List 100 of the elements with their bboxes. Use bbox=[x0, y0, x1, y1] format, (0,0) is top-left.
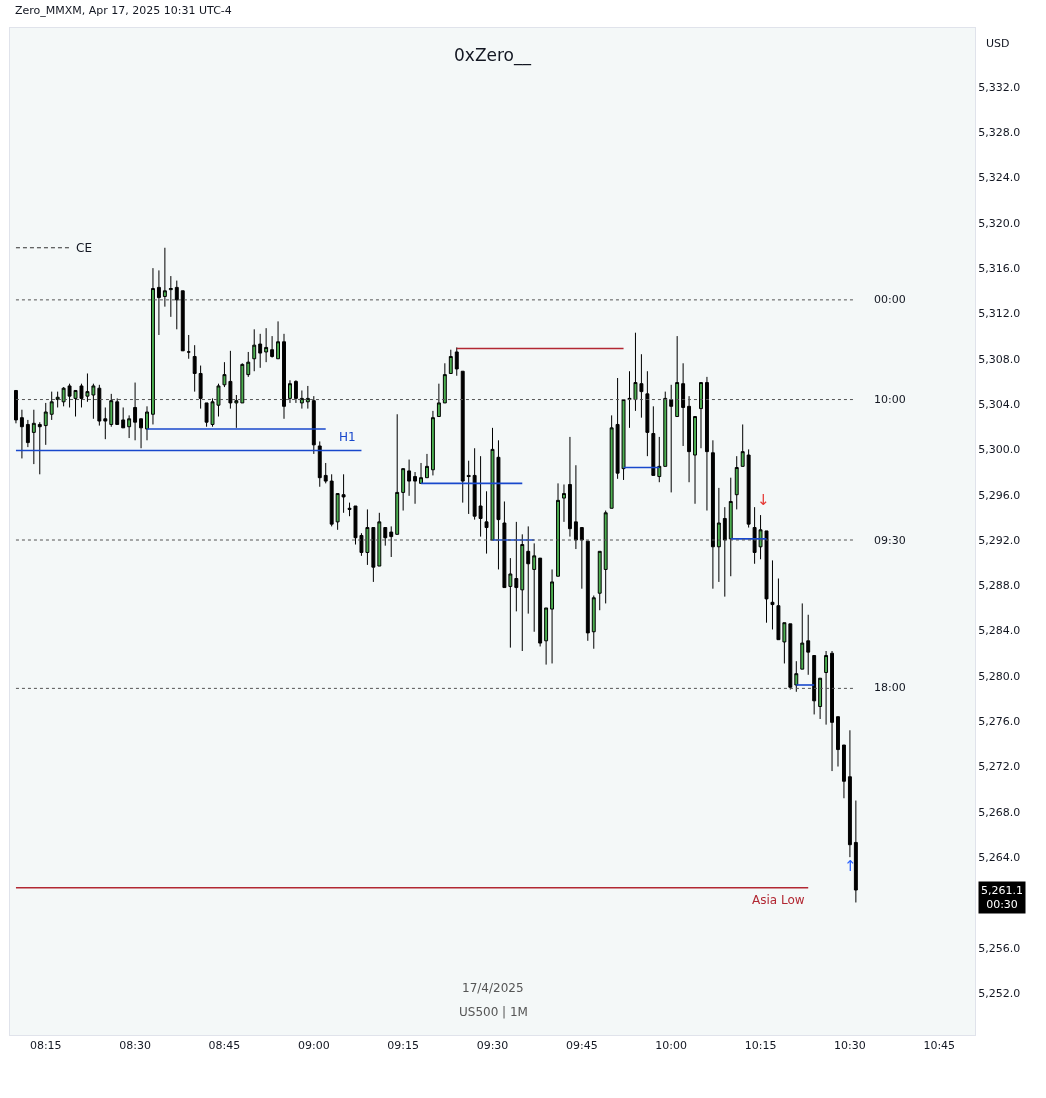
candlestick bbox=[454, 346, 459, 377]
candlestick bbox=[448, 349, 453, 374]
candlestick bbox=[770, 559, 775, 630]
candlestick bbox=[43, 402, 48, 446]
candlestick bbox=[109, 393, 114, 428]
x-tick-label: 09:00 bbox=[297, 1039, 330, 1053]
candlestick bbox=[841, 744, 846, 799]
y-tick-label: 5,268.0 bbox=[978, 805, 1021, 819]
candlestick bbox=[198, 365, 203, 410]
y-tick-label: 5,320.0 bbox=[978, 216, 1021, 230]
candlestick bbox=[693, 416, 697, 505]
x-tick-label: 08:45 bbox=[208, 1039, 241, 1053]
annotation: Asia Low bbox=[752, 893, 805, 907]
candlestick bbox=[699, 382, 703, 449]
y-tick-label: 5,312.0 bbox=[978, 307, 1021, 321]
candlestick bbox=[818, 677, 823, 720]
candlestick bbox=[151, 267, 155, 425]
candlestick bbox=[562, 483, 566, 523]
candlestick bbox=[436, 383, 441, 418]
candlestick bbox=[282, 333, 286, 420]
candlestick bbox=[544, 607, 549, 666]
y-tick-label: 5,300.0 bbox=[978, 443, 1021, 457]
candlestick bbox=[645, 370, 650, 457]
candlestick bbox=[174, 280, 179, 330]
candlestick bbox=[329, 473, 334, 527]
y-tick-label: 5,304.0 bbox=[978, 397, 1021, 411]
candlestick bbox=[293, 379, 298, 404]
annotation: H1 bbox=[339, 430, 356, 444]
x-tick-label: 08:30 bbox=[119, 1039, 151, 1053]
candlestick bbox=[288, 379, 292, 404]
candlestick bbox=[389, 525, 394, 558]
candlestick bbox=[526, 525, 531, 615]
candlestick bbox=[145, 405, 149, 441]
candlestick bbox=[395, 413, 400, 535]
candlestick bbox=[603, 510, 608, 604]
candlestick bbox=[740, 423, 745, 467]
x-tick-label: 10:45 bbox=[923, 1039, 956, 1053]
y-tick-label: 5,288.0 bbox=[978, 579, 1021, 593]
y-tick-label: 5,328.0 bbox=[978, 126, 1021, 140]
y-tick-label: 5,316.0 bbox=[978, 261, 1021, 275]
candlestick bbox=[746, 448, 751, 529]
candlestick bbox=[520, 533, 525, 652]
candlestick bbox=[14, 389, 18, 424]
candlestick bbox=[663, 391, 668, 467]
annotation: 10:00 bbox=[874, 393, 906, 406]
candlestick bbox=[323, 462, 328, 484]
candlestick bbox=[377, 512, 382, 567]
candlestick bbox=[37, 421, 42, 475]
candlestick bbox=[830, 650, 834, 772]
candlestick bbox=[25, 419, 30, 448]
candlestick bbox=[311, 395, 316, 455]
candlestick bbox=[853, 800, 858, 903]
candlestick bbox=[824, 650, 829, 726]
x-tick-label: 10:15 bbox=[744, 1039, 777, 1053]
candlestick bbox=[728, 477, 733, 577]
annotation: 18:00 bbox=[874, 681, 906, 694]
candlestick bbox=[31, 409, 36, 465]
candlestick bbox=[657, 436, 662, 483]
x-tick-label: 10:00 bbox=[655, 1039, 688, 1053]
candlestick bbox=[121, 406, 126, 429]
candlestick bbox=[704, 376, 709, 512]
candlestick bbox=[466, 460, 471, 515]
annotation: 00:00 bbox=[874, 293, 906, 306]
annotation: ↑ bbox=[844, 857, 857, 875]
candlestick bbox=[460, 370, 465, 504]
y-tick-label: 5,332.0 bbox=[978, 80, 1021, 94]
candlestick bbox=[538, 557, 543, 647]
y-tick-label: 5,264.0 bbox=[978, 851, 1021, 865]
annotation: US500 | 1M bbox=[459, 1005, 528, 1019]
candlestick bbox=[407, 459, 412, 497]
candlestick bbox=[430, 410, 435, 476]
candlestick bbox=[556, 482, 560, 577]
candlestick bbox=[186, 334, 191, 360]
candlestick bbox=[514, 521, 519, 612]
candlestick bbox=[734, 455, 739, 510]
candlestick bbox=[139, 418, 144, 449]
annotation: CE bbox=[76, 241, 92, 255]
candlestick bbox=[168, 275, 173, 318]
candlestick bbox=[413, 471, 418, 505]
y-tick-label: 5,276.0 bbox=[978, 715, 1021, 729]
candlestick bbox=[115, 397, 120, 425]
candlestick bbox=[573, 464, 578, 550]
candlestick bbox=[133, 382, 138, 441]
x-tick-label: 09:30 bbox=[476, 1039, 509, 1053]
candlestick bbox=[240, 362, 245, 404]
candlestick bbox=[252, 328, 257, 372]
x-tick-label: 08:15 bbox=[29, 1039, 62, 1053]
candlestick bbox=[591, 595, 596, 650]
candlestick bbox=[794, 660, 799, 693]
candlestick bbox=[305, 385, 310, 410]
candlestick bbox=[847, 729, 852, 858]
candlestick bbox=[246, 351, 251, 378]
y-tick-label: 5,252.0 bbox=[978, 986, 1021, 1000]
candlestick bbox=[19, 409, 24, 459]
candlestick bbox=[532, 542, 537, 633]
candlestick bbox=[180, 290, 185, 352]
candlestick bbox=[812, 655, 817, 715]
y-tick-label: 5,292.0 bbox=[978, 533, 1021, 547]
candlestick bbox=[383, 527, 388, 547]
candlestick bbox=[567, 436, 572, 538]
